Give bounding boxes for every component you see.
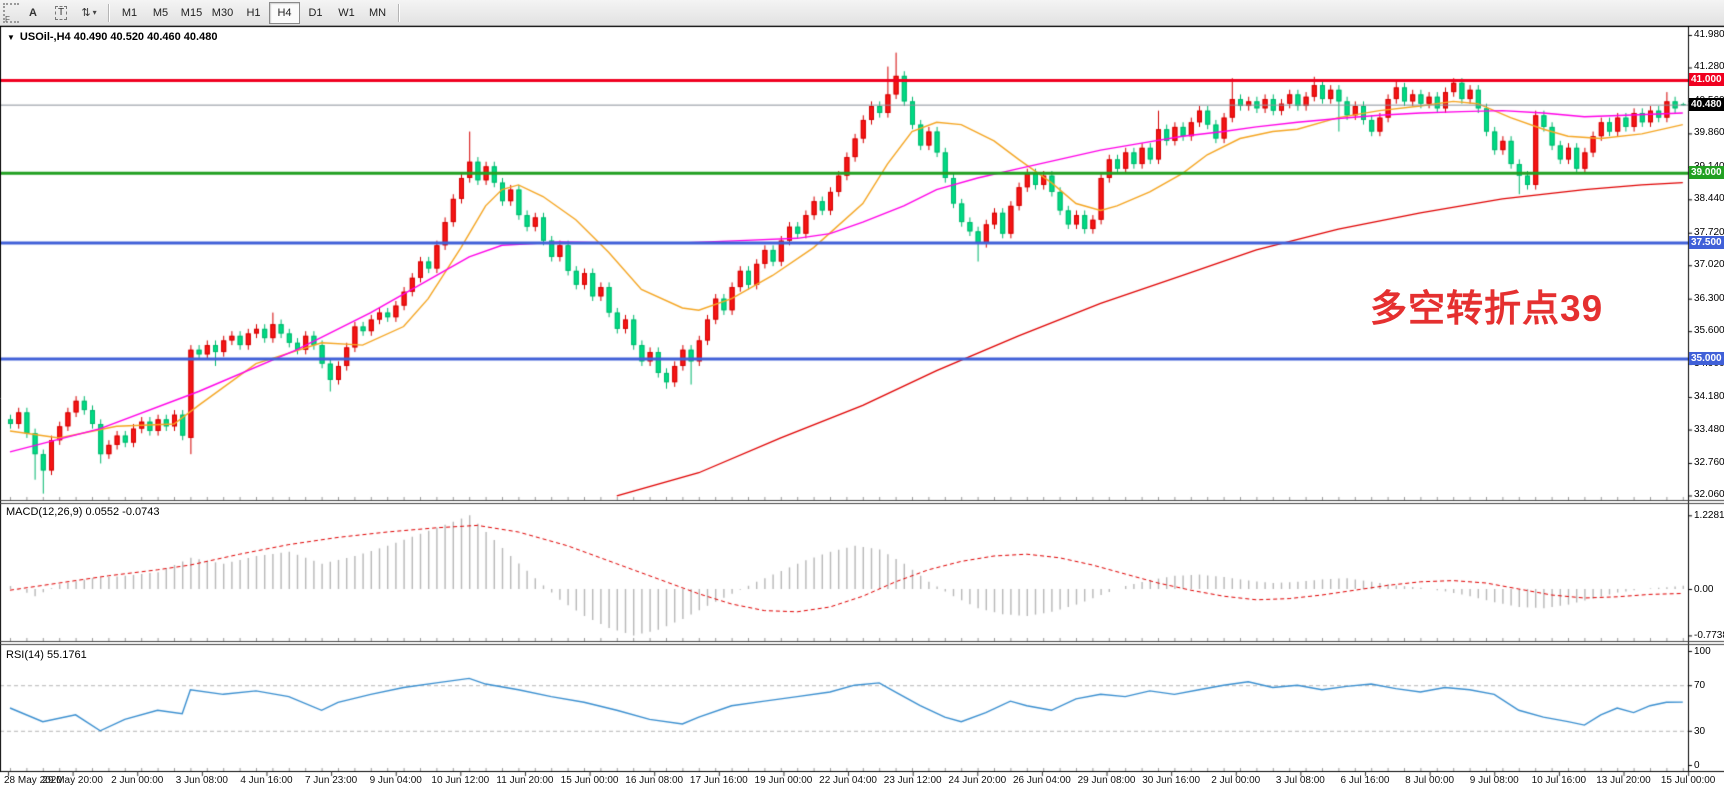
- price-tick-label: 41.980: [1694, 29, 1724, 40]
- time-axis-label: 22 Jun 04:00: [819, 775, 877, 786]
- rsi-axis-label: 30: [1694, 725, 1706, 737]
- time-axis-label: 28 May 2020: [4, 775, 62, 786]
- timeframe-button-m15[interactable]: M15: [180, 6, 203, 19]
- time-axis-label: 3 Jul 08:00: [1275, 775, 1325, 786]
- time-axis-label: 29 May 20:00: [42, 775, 103, 786]
- price-tick-label: 32.760: [1694, 456, 1724, 468]
- time-axis-label: 30 Jun 16:00: [1142, 775, 1201, 786]
- price-tick-label: 35.600: [1694, 325, 1724, 337]
- timeframe-button-h1[interactable]: H1: [246, 6, 261, 19]
- price-tick-label: 36.300: [1694, 292, 1724, 304]
- time-axis-label: 2 Jul 00:00: [1211, 775, 1261, 786]
- time-axis-label: 13 Jul 20:00: [1596, 775, 1651, 786]
- time-axis-label: 9 Jul 08:00: [1469, 775, 1519, 786]
- rsi-axis-label: 0: [1694, 760, 1700, 771]
- annotation-text: 多空转折点39: [1370, 288, 1604, 329]
- collapse-triangle-icon[interactable]: ▼: [7, 32, 15, 42]
- timeframe-button-w1[interactable]: W1: [338, 6, 355, 19]
- time-axis-label: 10 Jul 16:00: [1531, 775, 1587, 786]
- toolbar: F A T ⇅ ▾ M1 M5 M15 M30 H1 H4 D1 W1 MN: [0, 0, 1724, 26]
- current-price-badge: 40.480: [1689, 97, 1724, 111]
- timeframe-group: M1 M5 M15 M30 H1 H4 D1 W1 MN: [114, 1, 393, 24]
- time-axis-label: 2 Jun 00:00: [111, 775, 164, 786]
- price-tick-label: 34.180: [1694, 391, 1724, 403]
- toolbar-drag-handle[interactable]: F: [3, 2, 19, 24]
- price-tick-label: 33.480: [1694, 423, 1724, 435]
- timeframe-button-mn[interactable]: MN: [368, 6, 387, 19]
- time-axis-label: 17 Jun 16:00: [689, 775, 748, 786]
- timeframe-button-m5[interactable]: M5: [152, 6, 169, 19]
- rsi-axis-label: 100: [1694, 646, 1711, 657]
- time-axis-label: 24 Jun 20:00: [948, 775, 1007, 786]
- price-tick-label: 37.720: [1694, 226, 1724, 238]
- macd-label: MACD(12,26,9) 0.0552 -0.0743: [6, 506, 160, 518]
- price-tick-label: 37.020: [1694, 259, 1724, 271]
- text-tool-button[interactable]: A: [29, 6, 37, 19]
- price-tick-label: 32.060: [1694, 489, 1724, 501]
- time-axis-label: 3 Jun 08:00: [175, 775, 228, 786]
- time-axis-label: 16 Jun 08:00: [625, 775, 684, 786]
- time-axis-label: 6 Jul 16:00: [1340, 775, 1390, 786]
- time-axis-label: 15 Jun 00:00: [560, 775, 619, 786]
- sort-arrows-icon: ⇅: [81, 7, 91, 19]
- macd-axis-zero: 0.00: [1694, 584, 1714, 595]
- time-axis-label: 9 Jun 04:00: [369, 775, 422, 786]
- time-axis-label: 15 Jul 00:00: [1660, 775, 1716, 786]
- time-axis-label: 7 Jun 23:00: [304, 775, 358, 786]
- time-axis-label: 26 Jun 04:00: [1012, 775, 1071, 786]
- arrange-tool-button[interactable]: ⇅ ▾: [76, 2, 102, 24]
- timeframe-button-h4[interactable]: H4: [269, 1, 300, 24]
- time-axis-label: 29 Jun 08:00: [1077, 775, 1136, 786]
- price-level-badge: 41.000: [1689, 73, 1724, 87]
- rsi-label: RSI(14) 55.1761: [6, 649, 87, 661]
- price-tick-label: 39.860: [1694, 127, 1724, 139]
- symbol-ohlc-text: USOil-,H4 40.490 40.520 40.460 40.480: [19, 31, 218, 43]
- macd-axis-min: -0.7738: [1694, 630, 1724, 642]
- toolbar-separator: [398, 3, 399, 22]
- price-tick-label: 41.280: [1694, 61, 1724, 73]
- price-tick-label: 38.440: [1694, 193, 1724, 205]
- time-axis-label: 19 Jun 00:00: [754, 775, 813, 786]
- chevron-down-icon: ▾: [92, 8, 97, 17]
- price-level-badge: 39.000: [1689, 166, 1724, 180]
- timeframe-button-d1[interactable]: D1: [308, 6, 323, 19]
- time-axis-label: 11 Jun 20:00: [496, 775, 554, 786]
- timeframe-button-m1[interactable]: M1: [121, 6, 138, 19]
- chart-title[interactable]: ▼ USOil-,H4 40.490 40.520 40.460 40.480: [7, 31, 217, 43]
- time-axis-label: 10 Jun 12:00: [431, 775, 490, 786]
- price-level-badge: 37.500: [1689, 235, 1724, 249]
- time-axis-label: 4 Jun 16:00: [240, 775, 293, 786]
- label-tool-button[interactable]: T: [48, 2, 74, 24]
- macd-axis-max: 1.2281: [1694, 510, 1724, 522]
- time-axis-label: 23 Jun 12:00: [883, 775, 942, 786]
- timeframe-button-m30[interactable]: M30: [211, 6, 234, 19]
- rsi-axis-label: 70: [1694, 680, 1706, 692]
- price-level-badge: 35.000: [1689, 352, 1724, 365]
- toolbar-separator: [108, 3, 109, 22]
- chart-canvas[interactable]: [0, 26, 1724, 793]
- time-axis-label: 8 Jul 00:00: [1405, 775, 1455, 786]
- label-tool-icon: T: [54, 5, 68, 20]
